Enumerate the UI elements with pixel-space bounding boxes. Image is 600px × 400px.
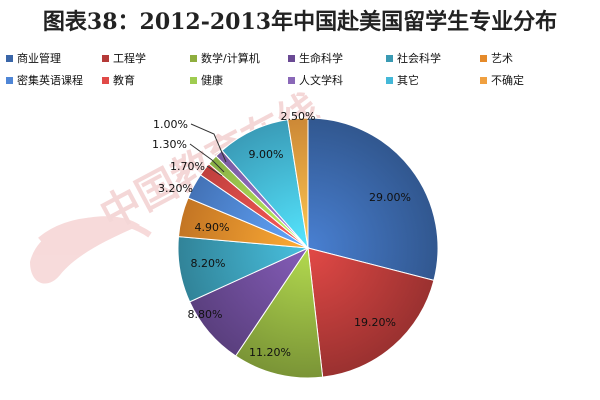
pie-slice bbox=[307, 247, 435, 378]
legend-label: 工程学 bbox=[113, 52, 146, 65]
legend-swatch bbox=[190, 76, 197, 84]
legend-item: 社会科学 bbox=[386, 50, 480, 66]
data-label: 4.90% bbox=[195, 221, 230, 234]
leader-line bbox=[190, 123, 227, 163]
data-label: 8.20% bbox=[191, 257, 226, 270]
legend-swatch bbox=[288, 76, 295, 84]
legend-item: 不确定 bbox=[480, 72, 576, 88]
legend-item: 生命科学 bbox=[288, 50, 386, 66]
legend-label: 社会科学 bbox=[397, 52, 441, 65]
legend-swatch bbox=[6, 76, 13, 84]
data-label: 8.80% bbox=[188, 308, 223, 321]
legend-item: 教育 bbox=[102, 72, 190, 88]
chart-title: 图表38：2012-2013年中国赴美国留学生专业分布 bbox=[42, 9, 558, 35]
leader-line bbox=[206, 165, 223, 177]
legend-swatch bbox=[6, 54, 13, 62]
legend-label: 商业管理 bbox=[17, 52, 61, 65]
data-label: 2.50% bbox=[281, 110, 316, 123]
data-label: 1.00% bbox=[153, 118, 188, 131]
legend: 商业管理 工程学 数学/计算机 生命科学 社会科学 艺术密集英语课程 教育 健康 人文学科 其它 不… bbox=[6, 50, 596, 88]
legend-item: 人文学科 bbox=[288, 72, 386, 88]
data-label: 19.20% bbox=[354, 316, 396, 329]
legend-item: 工程学 bbox=[102, 50, 190, 66]
legend-item: 其它 bbox=[386, 72, 480, 88]
legend-item: 数学/计算机 bbox=[190, 50, 288, 66]
legend-item: 健康 bbox=[190, 72, 288, 88]
legend-swatch bbox=[288, 54, 295, 62]
legend-label: 数学/计算机 bbox=[201, 52, 260, 65]
legend-label: 其它 bbox=[397, 74, 419, 87]
legend-swatch bbox=[386, 76, 393, 84]
data-label: 3.20% bbox=[158, 182, 193, 195]
legend-label: 人文学科 bbox=[299, 74, 343, 87]
legend-swatch bbox=[480, 76, 487, 84]
data-label: 29.00% bbox=[369, 191, 411, 204]
slice-labels: 29.00% 19.20% 11.20% 8.80% 8.20% 4.90% 3.20% 1.… bbox=[152, 110, 411, 359]
pie-slice bbox=[287, 117, 309, 249]
legend-label: 不确定 bbox=[491, 74, 524, 87]
legend-label: 生命科学 bbox=[299, 52, 343, 65]
legend-label: 健康 bbox=[201, 74, 223, 87]
legend-swatch bbox=[386, 54, 393, 62]
legend-item: 密集英语课程 bbox=[6, 72, 102, 88]
pie-slice bbox=[307, 117, 439, 281]
legend-swatch bbox=[102, 54, 109, 62]
data-label: 9.00% bbox=[249, 148, 284, 161]
pie-slices bbox=[177, 117, 439, 379]
legend-swatch bbox=[102, 76, 109, 84]
data-label: 11.20% bbox=[249, 346, 291, 359]
legend-item: 商业管理 bbox=[6, 50, 102, 66]
legend-label: 教育 bbox=[113, 74, 135, 87]
legend-item: 艺术 bbox=[480, 50, 576, 66]
legend-label: 密集英语课程 bbox=[17, 74, 83, 87]
pie-slice bbox=[234, 246, 324, 379]
leader-line bbox=[189, 143, 225, 173]
data-label: 1.70% bbox=[170, 160, 205, 173]
legend-swatch bbox=[190, 54, 197, 62]
legend-label: 艺术 bbox=[491, 52, 513, 65]
data-label: 1.30% bbox=[152, 138, 187, 151]
legend-swatch bbox=[480, 54, 487, 62]
